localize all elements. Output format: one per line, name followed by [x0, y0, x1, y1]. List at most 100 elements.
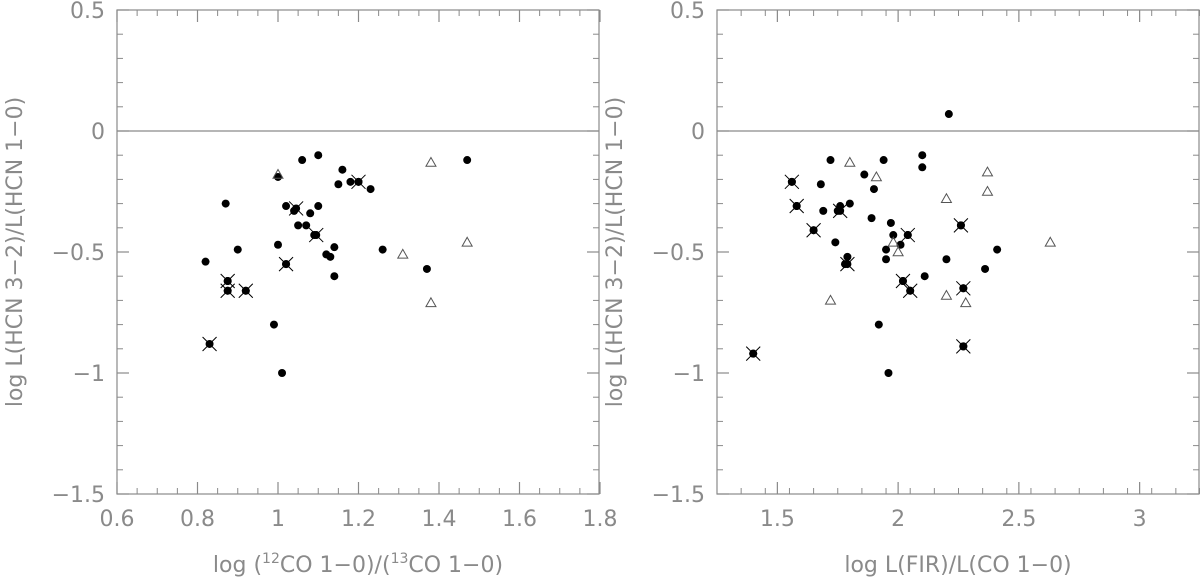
data-point-filled [233, 245, 242, 254]
data-point-crossed [903, 231, 912, 240]
data-point-filled [882, 245, 891, 254]
data-point-filled [882, 255, 891, 264]
data-point-filled [306, 209, 315, 218]
data-point-filled [274, 240, 282, 249]
data-point-filled [422, 264, 431, 273]
data-point-filled [278, 369, 287, 377]
data-point-filled [918, 163, 927, 172]
data-point-filled [918, 151, 927, 160]
data-point-filled [330, 272, 339, 281]
data-point-filled [326, 252, 335, 261]
x-axis-label: log L(FIR)/L(CO 1−0) [844, 553, 1071, 577]
data-point-filled [886, 218, 895, 227]
data-point-triangle [940, 192, 953, 204]
data-point-triangle [1044, 236, 1057, 247]
data-point-filled [269, 320, 278, 329]
data-point-filled [346, 177, 355, 186]
data-point-crossed [205, 339, 214, 348]
data-point-filled [819, 206, 828, 215]
data-point-crossed [223, 277, 232, 286]
data-point-filled [298, 156, 307, 165]
data-point-crossed [956, 221, 965, 230]
data-point-crossed [241, 286, 250, 295]
x-tick-label: 1.8 [583, 507, 618, 532]
x-axis-label-part: 13 [391, 551, 409, 567]
data-point-filled [463, 156, 472, 165]
data-point-crossed [223, 286, 232, 295]
data-point-filled [314, 151, 323, 160]
right-scatter-panel: 1.5 2 2.5 3 −1.5 −1 −0.5 0 0.5 log L(FIR)/L(CO 1−… [603, 0, 1200, 578]
data-point-filled [831, 238, 840, 247]
data-point-crossed [354, 177, 363, 186]
data-point-filled [334, 180, 343, 189]
data-point-triangle [425, 296, 437, 308]
data-point-crossed [906, 286, 915, 295]
y-tick-label: −1 [673, 362, 705, 387]
data-point-filled [981, 264, 990, 273]
data-point-filled [845, 199, 854, 208]
data-point-filled [874, 320, 883, 329]
data-point-triangle [461, 236, 474, 247]
y-axis-label: log L(HCN 3−2)/L(HCN 1−0) [3, 97, 28, 407]
data-point-filled [942, 255, 951, 264]
data-point-filled [201, 257, 210, 266]
y-tick-label: 0.5 [670, 0, 705, 24]
plot-frame [116, 9, 600, 495]
y-tick-label: −0.5 [52, 241, 105, 266]
data-point-filled [302, 221, 311, 230]
x-tick-label: 0.6 [100, 507, 135, 532]
data-point-filled [884, 369, 893, 377]
data-point-filled [274, 172, 282, 181]
data-point-filled [816, 180, 825, 189]
data-point-crossed [959, 342, 968, 351]
data-point-crossed [809, 226, 818, 235]
data-point-filled [294, 221, 303, 230]
data-point-filled [314, 202, 323, 211]
y-tick-label: 0 [91, 120, 105, 145]
data-point-triangle [824, 294, 837, 305]
data-point-filled [867, 214, 876, 223]
data-point-filled [843, 252, 852, 261]
y-tick-label: 0 [691, 120, 705, 145]
x-axis-label-part: CO 1−0) [408, 553, 503, 577]
data-point-filled [993, 245, 1002, 254]
y-tick-label: −1 [73, 362, 105, 387]
left-scatter-panel: 0.6 0.8 1 1.2 1.4 1.6 1.8 −1.5 −1 −0.5 0 0.5 log (12… [3, 0, 618, 578]
x-tick-label: 2.5 [1001, 507, 1036, 532]
data-point-triangle [959, 296, 972, 308]
data-point-filled [869, 185, 878, 194]
data-point-triangle [870, 170, 883, 182]
data-point-crossed [898, 277, 907, 286]
x-tick-label: 3 [1133, 507, 1147, 532]
data-point-filled [330, 243, 339, 252]
data-point-triangle [981, 185, 994, 196]
data-point-triangle [940, 289, 953, 300]
data-point-triangle [843, 156, 856, 167]
data-point-triangle [981, 166, 994, 177]
data-point-filled [944, 110, 953, 119]
data-point-crossed [792, 202, 801, 211]
x-tick-label: 1.4 [422, 507, 457, 532]
y-tick-label: −0.5 [652, 241, 705, 266]
data-point-crossed [312, 231, 321, 240]
data-point-crossed [292, 204, 301, 213]
data-point-filled [282, 202, 291, 211]
x-tick-label: 0.8 [180, 507, 215, 532]
x-axis-label-part: 12 [262, 551, 280, 567]
y-tick-label: −1.5 [52, 483, 105, 508]
y-axis-label: log L(HCN 3−2)/L(HCN 1−0) [603, 97, 628, 407]
x-axis-label-part: log ( [213, 553, 262, 577]
data-point-filled [920, 272, 929, 281]
x-tick-label: 2 [891, 507, 905, 532]
x-tick-label: 1.5 [760, 507, 795, 532]
data-point-crossed [749, 349, 758, 358]
data-point-triangle [425, 156, 437, 167]
data-point-crossed [843, 260, 852, 269]
x-axis-label-part: CO 1−0)/( [280, 553, 391, 577]
y-tick-label: −1.5 [652, 483, 705, 508]
x-tick-label: 1.6 [502, 507, 537, 532]
data-point-crossed [282, 260, 291, 269]
x-tick-label: 1.2 [341, 507, 376, 532]
